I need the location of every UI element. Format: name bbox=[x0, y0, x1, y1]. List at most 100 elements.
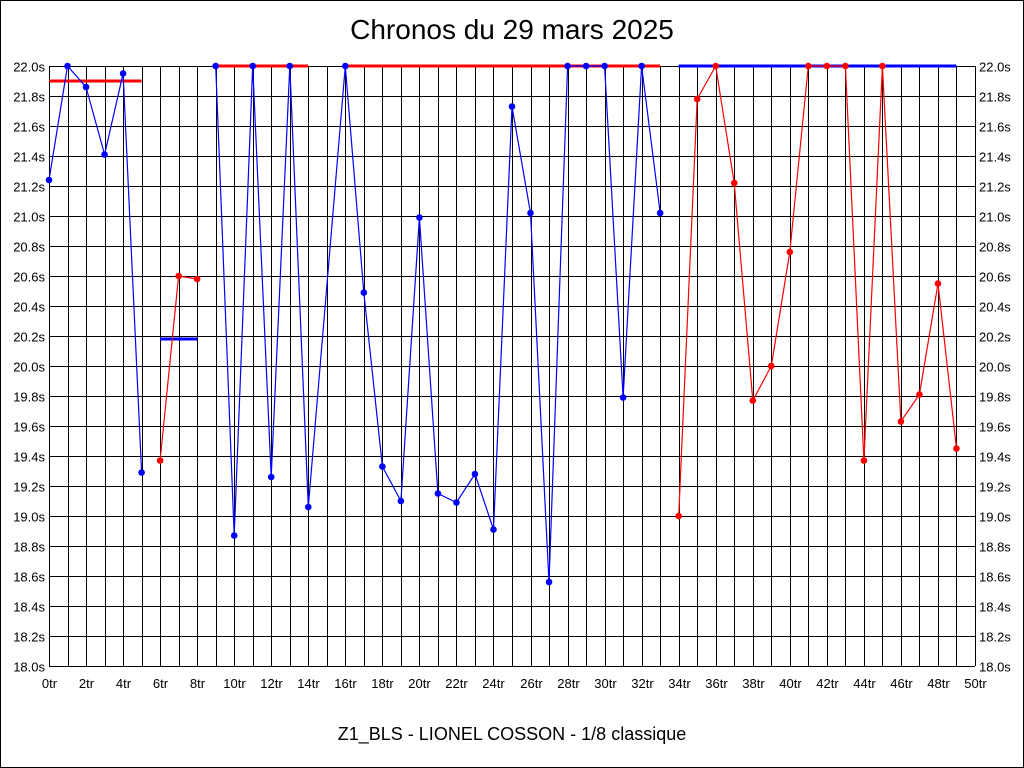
y-tick-label-left: 22.0s bbox=[13, 60, 45, 75]
data-point bbox=[916, 391, 923, 398]
y-tick-label-right: 19.2s bbox=[979, 480, 1011, 495]
y-tick-label-left: 20.8s bbox=[13, 240, 45, 255]
data-point bbox=[545, 578, 553, 586]
y-tick-label-right: 21.2s bbox=[979, 180, 1011, 195]
y-tick-label-right: 18.6s bbox=[979, 570, 1011, 585]
y-tick-label-right: 21.6s bbox=[979, 120, 1011, 135]
y-tick-label-right: 21.0s bbox=[979, 210, 1011, 225]
data-point bbox=[286, 62, 294, 70]
x-tick-label: 30tr bbox=[594, 676, 617, 691]
y-tick-label-left: 19.0s bbox=[13, 510, 45, 525]
y-tick-label-right: 19.8s bbox=[979, 390, 1011, 405]
y-tick-label-left: 21.0s bbox=[13, 210, 45, 225]
x-tick-label: 14tr bbox=[297, 676, 320, 691]
chart-subtitle: Z1_BLS - LIONEL COSSON - 1/8 classique bbox=[337, 724, 687, 744]
data-point bbox=[749, 397, 757, 404]
data-point bbox=[767, 362, 775, 370]
y-tick-label-left: 21.8s bbox=[13, 90, 45, 105]
x-tick-label: 6tr bbox=[153, 676, 169, 691]
data-point bbox=[638, 62, 645, 70]
data-point bbox=[193, 275, 201, 283]
y-tick-label-right: 20.8s bbox=[979, 240, 1011, 255]
data-point bbox=[619, 394, 627, 401]
data-point bbox=[712, 62, 720, 70]
y-tick-label-right: 20.6s bbox=[979, 270, 1011, 285]
y-tick-label-right: 18.4s bbox=[979, 600, 1011, 615]
x-tick-label: 26tr bbox=[520, 676, 543, 691]
data-point bbox=[675, 512, 682, 520]
y-tick-label-right: 19.0s bbox=[979, 510, 1011, 525]
series-line bbox=[678, 64, 958, 517]
y-tick-label-left: 21.6s bbox=[13, 120, 45, 135]
data-point bbox=[601, 62, 608, 70]
x-tick-label: 48tr bbox=[927, 676, 950, 691]
y-tick-label-left: 18.0s bbox=[13, 660, 45, 675]
x-tick-label: 20tr bbox=[408, 676, 431, 691]
x-tick-label: 18tr bbox=[371, 676, 394, 691]
y-tick-label-left: 20.2s bbox=[13, 330, 45, 345]
x-tick-label: 50tr bbox=[964, 676, 987, 691]
x-tick-label: 36tr bbox=[705, 676, 728, 691]
series-line bbox=[48, 64, 143, 473]
data-point bbox=[156, 457, 164, 464]
y-tick-label-right: 19.6s bbox=[979, 420, 1011, 435]
x-tick-label: 42tr bbox=[816, 676, 839, 691]
x-tick-label: 38tr bbox=[742, 676, 765, 691]
x-tick-label: 34tr bbox=[668, 676, 691, 691]
y-tick-label-right: 22.0s bbox=[979, 60, 1011, 75]
data-point bbox=[805, 62, 812, 70]
data-point bbox=[786, 248, 794, 256]
x-tick-label: 24tr bbox=[482, 676, 505, 691]
data-point bbox=[101, 151, 108, 158]
y-tick-label-left: 20.0s bbox=[13, 360, 45, 375]
data-point bbox=[45, 176, 53, 184]
y-tick-label-right: 20.4s bbox=[979, 300, 1011, 315]
y-tick-label-left: 18.4s bbox=[13, 600, 45, 615]
y-tick-label-left: 19.8s bbox=[13, 390, 45, 405]
data-point bbox=[416, 214, 423, 221]
x-tick-label: 4tr bbox=[116, 676, 132, 691]
data-point bbox=[175, 272, 182, 280]
data-point bbox=[230, 532, 238, 539]
x-tick-label: 22tr bbox=[445, 676, 468, 691]
y-tick-label-left: 18.8s bbox=[13, 540, 45, 555]
x-tick-label: 2tr bbox=[79, 676, 95, 691]
x-tick-label: 10tr bbox=[223, 676, 246, 691]
x-tick-label: 44tr bbox=[853, 676, 876, 691]
data-point bbox=[490, 526, 497, 533]
data-point bbox=[249, 62, 257, 70]
y-tick-label-left: 20.6s bbox=[13, 270, 45, 285]
data-point bbox=[304, 503, 312, 511]
x-tick-label: 28tr bbox=[557, 676, 580, 691]
x-tick-label: 32tr bbox=[631, 676, 654, 691]
data-point bbox=[953, 445, 960, 452]
y-tick-label-right: 18.2s bbox=[979, 630, 1011, 645]
x-tick-label: 40tr bbox=[779, 676, 802, 691]
y-tick-label-left: 20.4s bbox=[13, 300, 45, 315]
x-tick-label: 12tr bbox=[260, 676, 283, 691]
y-tick-label-right: 18.8s bbox=[979, 540, 1011, 555]
data-point bbox=[730, 179, 738, 187]
x-tick-label: 0tr bbox=[42, 676, 58, 691]
y-tick-label-right: 20.0s bbox=[979, 360, 1011, 375]
data-point bbox=[453, 499, 460, 506]
data-point bbox=[527, 209, 534, 217]
data-point bbox=[119, 70, 127, 77]
data-point bbox=[82, 83, 90, 91]
data-point bbox=[212, 62, 219, 70]
data-point bbox=[379, 463, 386, 470]
data-point bbox=[267, 473, 275, 481]
y-tick-label-right: 19.4s bbox=[979, 450, 1011, 465]
y-tick-label-left: 19.4s bbox=[13, 450, 45, 465]
x-tick-label: 16tr bbox=[334, 676, 357, 691]
x-tick-label: 46tr bbox=[890, 676, 913, 691]
y-tick-label-left: 19.2s bbox=[13, 480, 45, 495]
data-point bbox=[397, 497, 405, 505]
y-tick-label-left: 18.6s bbox=[13, 570, 45, 585]
data-point bbox=[879, 62, 886, 70]
data-point bbox=[434, 490, 442, 497]
chart-title: Chronos du 29 mars 2025 bbox=[350, 14, 674, 45]
data-point bbox=[508, 103, 516, 110]
y-tick-label-left: 19.6s bbox=[13, 420, 45, 435]
data-point bbox=[860, 457, 868, 464]
